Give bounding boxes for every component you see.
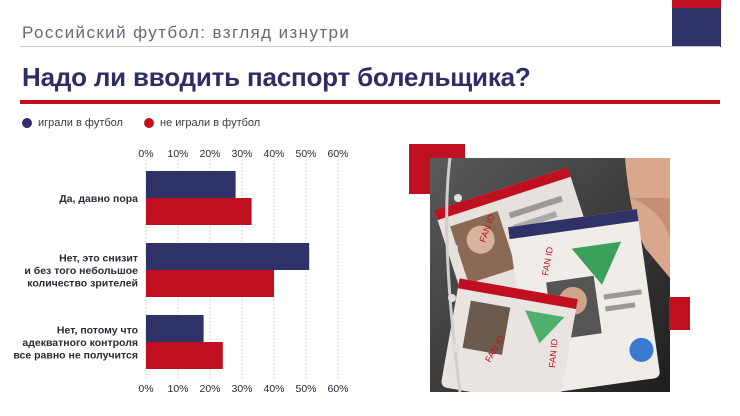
x-tick-bottom-6: 60% (327, 383, 348, 395)
legend-label-played: играли в футбол (38, 117, 123, 129)
category-label-2-2: все равно не получится (13, 350, 138, 362)
x-tick-bottom-1: 10% (167, 383, 188, 395)
x-tick-top-6: 60% (327, 148, 348, 160)
x-tick-bottom-4: 40% (263, 383, 284, 395)
x-tick-top-4: 40% (263, 148, 284, 160)
category-label-1-0: Нет, это снизит (59, 253, 138, 265)
legend-swatch-played (22, 118, 32, 128)
bar-0-0 (146, 171, 236, 198)
x-tick-top-3: 30% (231, 148, 252, 160)
corner-accent-navy (672, 8, 721, 47)
x-tick-bottom-5: 50% (295, 383, 316, 395)
x-tick-top-5: 50% (295, 148, 316, 160)
bar-0-1 (146, 198, 252, 225)
bar-2-1 (146, 342, 223, 369)
bar-1-0 (146, 243, 310, 270)
legend-item-played: играли в футбол (22, 117, 123, 129)
fan-id-photo-illustration: FAN ID FAN ID FAN ID FAN ID (430, 158, 670, 392)
legend-label-not-played: не играли в футбол (160, 117, 261, 129)
x-tick-top-0: 0% (138, 148, 153, 160)
x-tick-bottom-2: 20% (199, 383, 220, 395)
top-divider (20, 46, 720, 47)
bar-2-0 (146, 315, 204, 342)
category-label-2-0: Нет, потому что (57, 325, 138, 337)
page-title: Надо ли вводить паспорт болельщика? (22, 62, 531, 92)
fan-id-photo: FAN ID FAN ID FAN ID FAN ID (430, 158, 670, 392)
category-label-1-2: количество зрителей (27, 278, 138, 290)
legend-item-not-played: не играли в футбол (144, 117, 260, 129)
category-label-1-1: и без того небольшое (24, 265, 138, 277)
bar-chart: 0% 0% 10% 10% 20% 20% 30% 30% 40% 40% 50% 50% 60% 60%… (13, 148, 348, 395)
fan-id-badge-4: FAN ID (547, 338, 560, 368)
category-label-0-0: Да, давно пора (59, 193, 138, 205)
legend-swatch-not-played (144, 118, 154, 128)
x-tick-bottom-3: 30% (231, 383, 252, 395)
corner-accent-red (672, 0, 721, 8)
section-label: Российский футбол: взгляд изнутри (22, 23, 351, 42)
bar-1-1 (146, 270, 274, 297)
x-tick-top-1: 10% (167, 148, 188, 160)
title-underline (20, 100, 720, 104)
photo-accent-red-right (669, 297, 690, 330)
x-tick-top-2: 20% (199, 148, 220, 160)
category-label-2-1: адекватного контроля (22, 337, 138, 349)
x-tick-bottom-0: 0% (138, 383, 153, 395)
